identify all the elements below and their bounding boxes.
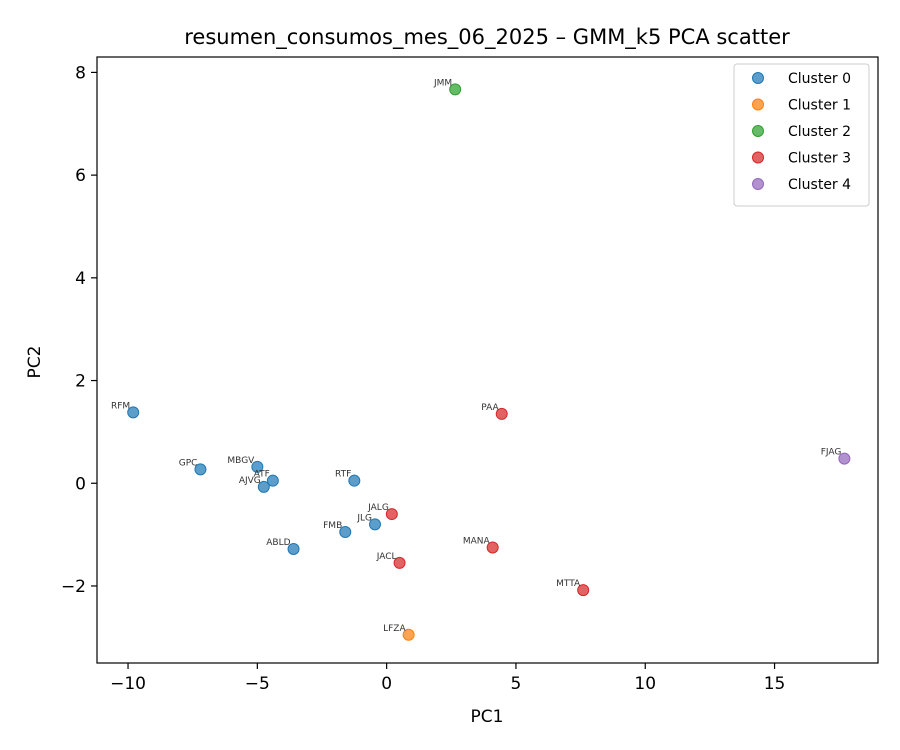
data-point [486, 541, 499, 554]
x-tick-label: −5 [245, 674, 270, 694]
series-cluster-2: JMM [433, 78, 462, 96]
x-tick-label: 5 [511, 674, 522, 694]
x-axis: −10 −5 0 5 10 15 [110, 663, 785, 694]
data-point [194, 463, 207, 476]
legend: Cluster 0 Cluster 1 Cluster 2 Cluster 3 Clus… [733, 63, 870, 207]
data-point [348, 474, 361, 487]
data-point [385, 508, 398, 521]
point-label: ATF [254, 470, 270, 480]
x-axis-label: PC1 [471, 707, 504, 727]
point-label: FJAG [821, 448, 842, 458]
x-tick-label: 0 [381, 674, 392, 694]
point-label: JLG [356, 513, 372, 523]
point-label: FMB [323, 521, 342, 531]
point-label: JALG [367, 503, 389, 513]
data-point [251, 460, 264, 473]
point-label: ABLD [266, 538, 290, 548]
legend-entry-label: Cluster 1 [788, 98, 851, 114]
series-cluster-1: LFZA [383, 624, 415, 641]
data-point [577, 584, 590, 597]
legend-entry-label: Cluster 3 [788, 151, 851, 167]
point-label: GPC [179, 458, 198, 468]
data-point [449, 83, 462, 96]
series-cluster-4: FJAG [821, 448, 851, 465]
point-label: RFM [111, 401, 130, 411]
data-point [257, 480, 270, 493]
x-tick-label: 10 [634, 674, 656, 694]
data-point [287, 542, 300, 555]
point-label: MBGV [227, 456, 255, 466]
data-point [339, 526, 352, 539]
point-label: AJVG [239, 476, 261, 486]
y-tick-label: 2 [75, 372, 86, 392]
point-label: JACL [376, 552, 397, 562]
legend-entry-label: Cluster 2 [788, 124, 851, 140]
point-label: MTTA [556, 579, 581, 589]
y-tick-label: −2 [61, 577, 86, 597]
data-point [402, 628, 415, 641]
legend-marker [752, 178, 764, 190]
y-tick-label: 6 [75, 166, 86, 186]
legend-marker [752, 125, 764, 137]
legend-marker [752, 72, 764, 84]
y-axis-label: PC2 [25, 346, 45, 379]
data-point [495, 407, 508, 420]
point-label: PAA [481, 403, 499, 413]
legend-marker [752, 151, 764, 164]
data-point [393, 556, 406, 569]
legend-box [733, 63, 870, 207]
y-tick-label: 4 [75, 269, 86, 289]
point-label: JMM [433, 78, 452, 88]
x-tick-label: −10 [110, 674, 146, 694]
plot-frame [96, 56, 879, 664]
point-label: MANA [463, 536, 491, 546]
data-point [127, 406, 140, 419]
point-label: LFZA [383, 624, 406, 634]
legend-entry-label: Cluster 0 [788, 71, 851, 87]
series-cluster-3: PAA JALG JACL MANA MTTA [367, 403, 590, 597]
chart-title: resumen_consumos_mes_06_2025 – GMM_k5 PC… [184, 25, 790, 50]
x-tick-label: 15 [764, 674, 786, 694]
data-point [266, 474, 279, 487]
data-point [838, 452, 851, 465]
legend-entry-label: Cluster 4 [788, 177, 851, 193]
y-axis: −2 0 2 4 6 8 [61, 63, 97, 597]
point-label: RTF [335, 470, 351, 480]
data-point [369, 518, 382, 531]
y-tick-label: 8 [75, 63, 86, 83]
legend-marker [752, 98, 764, 111]
y-tick-label: 0 [75, 474, 86, 494]
